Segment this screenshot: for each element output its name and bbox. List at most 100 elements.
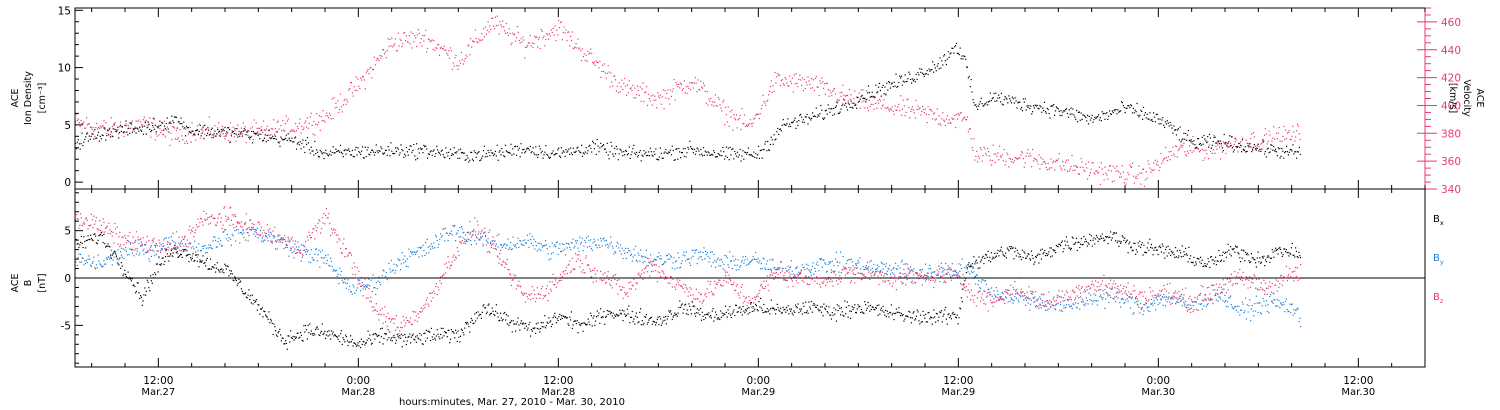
velocity-point-1076 <box>1061 169 1063 171</box>
by-point-654 <box>620 244 622 246</box>
velocity-point-85 <box>152 126 155 128</box>
velocity-point-1136 <box>1116 165 1118 167</box>
velocity-point-947 <box>943 119 945 121</box>
density-point-786 <box>795 127 797 129</box>
velocity-point-869 <box>871 96 873 98</box>
by-point-1382 <box>1226 301 1228 303</box>
by-point-1226 <box>1096 304 1098 306</box>
velocity-point-424 <box>463 60 465 62</box>
by-point-585 <box>562 250 564 252</box>
by-point-555 <box>537 242 539 244</box>
density-point-662 <box>681 152 683 154</box>
by-point-205 <box>245 229 247 231</box>
bz-point-510 <box>500 249 502 251</box>
by-point-582 <box>560 251 562 253</box>
by-point-577 <box>555 242 557 244</box>
bz-point-293 <box>319 220 321 222</box>
by-point-1273 <box>1135 301 1137 303</box>
bz-point-285 <box>312 228 314 230</box>
by-point-596 <box>571 242 573 244</box>
density-point-902 <box>901 84 903 86</box>
bz-point-392 <box>401 327 403 329</box>
density-point-185 <box>244 129 246 131</box>
by-point-277 <box>305 253 307 256</box>
velocity-point-978 <box>971 147 973 149</box>
density-point-1181 <box>1157 118 1159 120</box>
density-point-12 <box>86 133 88 135</box>
bz-point-568 <box>548 292 550 294</box>
velocity-point-116 <box>181 135 183 137</box>
velocity-point-705 <box>721 110 723 112</box>
density-point-601 <box>625 150 628 152</box>
velocity-point-65 <box>134 126 136 128</box>
density-point-842 <box>846 109 848 111</box>
velocity-point-730 <box>744 114 746 116</box>
velocity-point-747 <box>759 113 761 115</box>
density-point-1282 <box>1250 146 1252 148</box>
velocity-point-428 <box>467 44 469 46</box>
velocity-point-14 <box>87 123 89 125</box>
velocity-point-782 <box>791 77 793 79</box>
velocity-point-1309 <box>1274 150 1277 152</box>
velocity-tick-label-440: 440 <box>1441 45 1461 57</box>
by-point-793 <box>735 269 737 271</box>
velocity-point-1197 <box>1172 146 1174 148</box>
bz-point-374 <box>386 325 388 327</box>
density-point-927 <box>924 73 926 75</box>
velocity-point-1105 <box>1087 161 1090 163</box>
velocity-point-689 <box>706 91 708 93</box>
velocity-point-796 <box>804 88 806 90</box>
density-point-600 <box>625 149 627 152</box>
by-point-200 <box>241 233 243 235</box>
density-point-1157 <box>1135 111 1137 113</box>
velocity-point-586 <box>612 85 614 87</box>
by-point-844 <box>778 267 780 269</box>
velocity-point-791 <box>800 79 802 81</box>
by-point-931 <box>850 258 852 260</box>
velocity-point-570 <box>597 61 599 64</box>
density-point-566 <box>593 148 595 150</box>
by-point-229 <box>265 235 267 238</box>
density-point-862 <box>865 101 867 103</box>
density-point-817 <box>823 117 826 119</box>
bz-point-277 <box>305 248 307 250</box>
density-point-1094 <box>1077 111 1079 113</box>
bz-point-409 <box>415 315 417 317</box>
by-point-868 <box>798 271 800 273</box>
velocity-point-969 <box>963 117 965 119</box>
bz-point-571 <box>550 290 552 292</box>
bz-point-145 <box>195 224 197 226</box>
velocity-point-582 <box>608 71 610 73</box>
velocity-point-1261 <box>1230 144 1233 146</box>
bz-point-40 <box>108 222 110 224</box>
density-point-221 <box>277 141 279 143</box>
by-point-1386 <box>1230 295 1232 297</box>
by-point-774 <box>720 265 722 267</box>
velocity-point-709 <box>724 106 727 108</box>
velocity-point-161 <box>222 133 224 135</box>
bz-point-678 <box>640 275 642 277</box>
density-point-708 <box>724 158 726 160</box>
density-point-631 <box>653 151 655 153</box>
density-point-745 <box>757 145 760 147</box>
bz-point-567 <box>547 299 549 302</box>
bz-point-141 <box>192 227 194 229</box>
density-point-620 <box>643 150 645 152</box>
by-point-437 <box>439 238 441 241</box>
density-point-1322 <box>1286 151 1288 153</box>
by-point-324 <box>345 282 347 284</box>
velocity-point-208 <box>265 128 267 130</box>
bz-point-642 <box>610 285 612 287</box>
bz-point-284 <box>311 232 313 234</box>
velocity-point-1082 <box>1066 170 1068 172</box>
by-point-306 <box>330 257 332 259</box>
by-point-848 <box>781 270 783 272</box>
bz-point-335 <box>354 266 356 268</box>
density-point-585 <box>611 145 613 147</box>
density-point-1092 <box>1076 109 1078 112</box>
density-point-439 <box>477 152 479 154</box>
density-point-14 <box>87 140 89 142</box>
density-point-447 <box>484 156 486 158</box>
bz-point-375 <box>387 312 389 314</box>
density-point-540 <box>570 147 572 149</box>
